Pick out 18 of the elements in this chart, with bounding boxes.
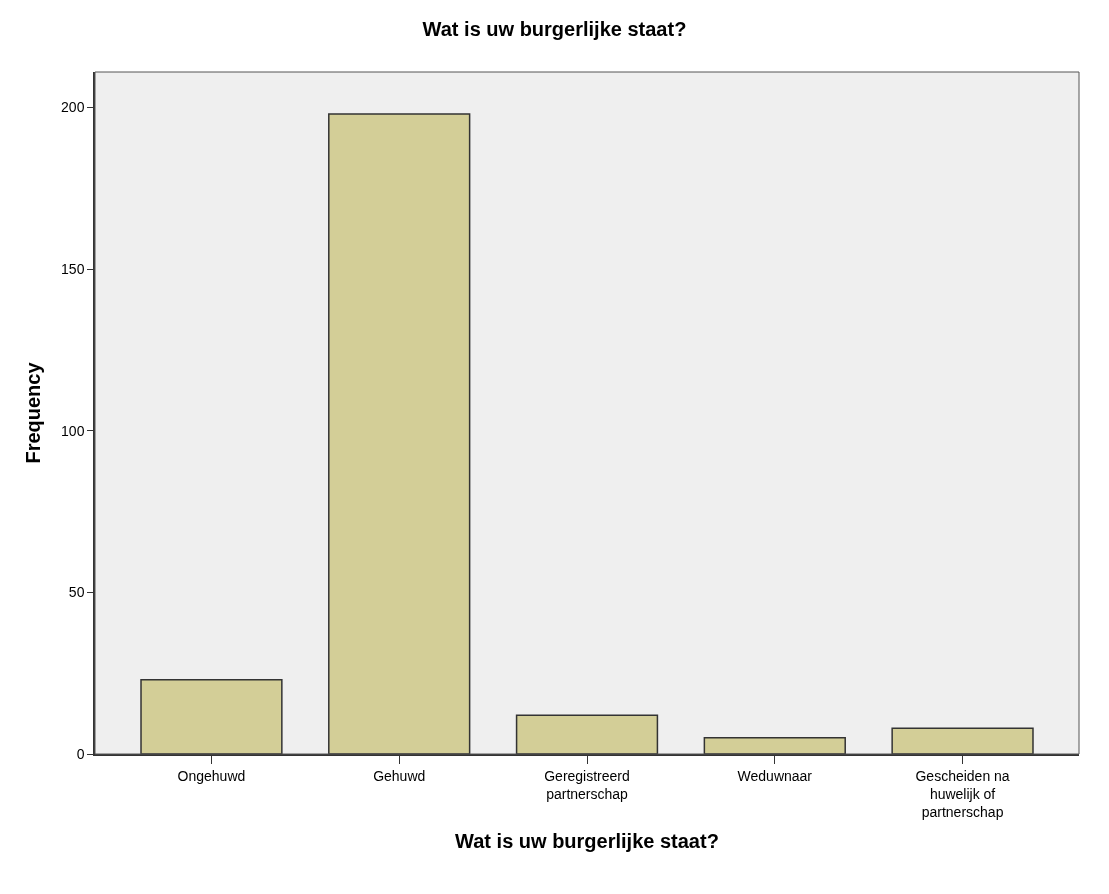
y-axis-title: Frequency (22, 361, 45, 464)
bar (703, 737, 846, 754)
bar (515, 714, 659, 754)
x-tick-label: Geregistreerd partnerschap (544, 767, 630, 802)
bar (140, 678, 283, 754)
x-tick-label: Gescheiden na huwelijk of partnerschap (915, 767, 1010, 820)
x-axis-title: Wat is uw burgerlijke staat? (455, 829, 719, 852)
y-tick-label: 50 (68, 584, 85, 601)
x-tick-label: Ongehuwd (177, 767, 246, 784)
y-tick-label: 200 (61, 99, 85, 116)
x-tick-label: Gehuwd (373, 767, 426, 784)
bar (891, 727, 1034, 754)
y-tick-label: 150 (61, 261, 85, 278)
x-tick-label: Weduwnaar (737, 767, 813, 784)
bar (328, 113, 471, 754)
y-tick-label: 100 (61, 422, 85, 439)
y-tick-label: 0 (76, 745, 85, 762)
chart-title: Wat is uw burgerlijke staat? (422, 18, 687, 41)
